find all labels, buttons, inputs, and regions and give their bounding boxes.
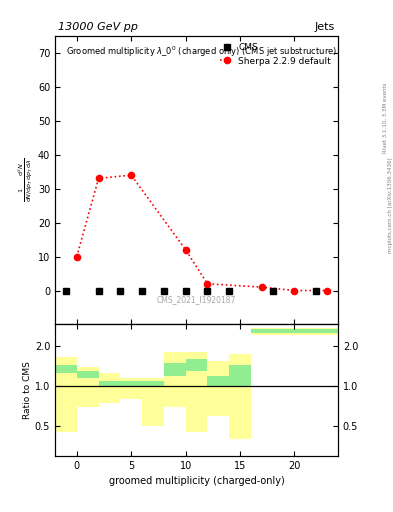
Text: Jets: Jets (315, 22, 335, 32)
Text: Groomed multiplicity $\lambda\_0^0$ (charged only) (CMS jet substructure): Groomed multiplicity $\lambda\_0^0$ (cha… (66, 45, 338, 59)
CMS (118, 287, 123, 293)
Sherpa 2.2.9 default (74, 253, 79, 260)
Text: mcplots.cern.ch [arXiv:1306.3436]: mcplots.cern.ch [arXiv:1306.3436] (388, 157, 393, 252)
CMS (183, 287, 188, 293)
CMS (96, 287, 101, 293)
CMS (162, 287, 166, 293)
CMS (227, 287, 231, 293)
CMS (270, 287, 275, 293)
CMS (205, 287, 210, 293)
Y-axis label: $\frac{1}{\mathrm{d}N/\mathrm{d}p_T}\frac{\mathrm{d}^2N}{\mathrm{d}p_T\,\mathrm{: $\frac{1}{\mathrm{d}N/\mathrm{d}p_T}\fra… (17, 158, 35, 202)
Sherpa 2.2.9 default (96, 176, 101, 182)
Sherpa 2.2.9 default (205, 281, 210, 287)
Text: CMS_2021_I1920187: CMS_2021_I1920187 (157, 295, 236, 304)
X-axis label: groomed multiplicity (charged-only): groomed multiplicity (charged-only) (108, 476, 285, 486)
CMS (140, 287, 145, 293)
Line: Sherpa 2.2.9 default: Sherpa 2.2.9 default (73, 172, 330, 294)
CMS (314, 287, 319, 293)
Sherpa 2.2.9 default (292, 287, 297, 293)
Y-axis label: Ratio to CMS: Ratio to CMS (23, 361, 32, 419)
Sherpa 2.2.9 default (183, 247, 188, 253)
Sherpa 2.2.9 default (259, 284, 264, 290)
Text: 13000 GeV pp: 13000 GeV pp (58, 22, 138, 32)
Sherpa 2.2.9 default (325, 287, 329, 293)
Legend: CMS, Sherpa 2.2.9 default: CMS, Sherpa 2.2.9 default (217, 40, 334, 68)
CMS (64, 287, 68, 293)
Sherpa 2.2.9 default (129, 172, 134, 178)
Line: CMS: CMS (63, 287, 320, 294)
Text: Rivet 3.1.10, 3.3M events: Rivet 3.1.10, 3.3M events (383, 82, 388, 153)
